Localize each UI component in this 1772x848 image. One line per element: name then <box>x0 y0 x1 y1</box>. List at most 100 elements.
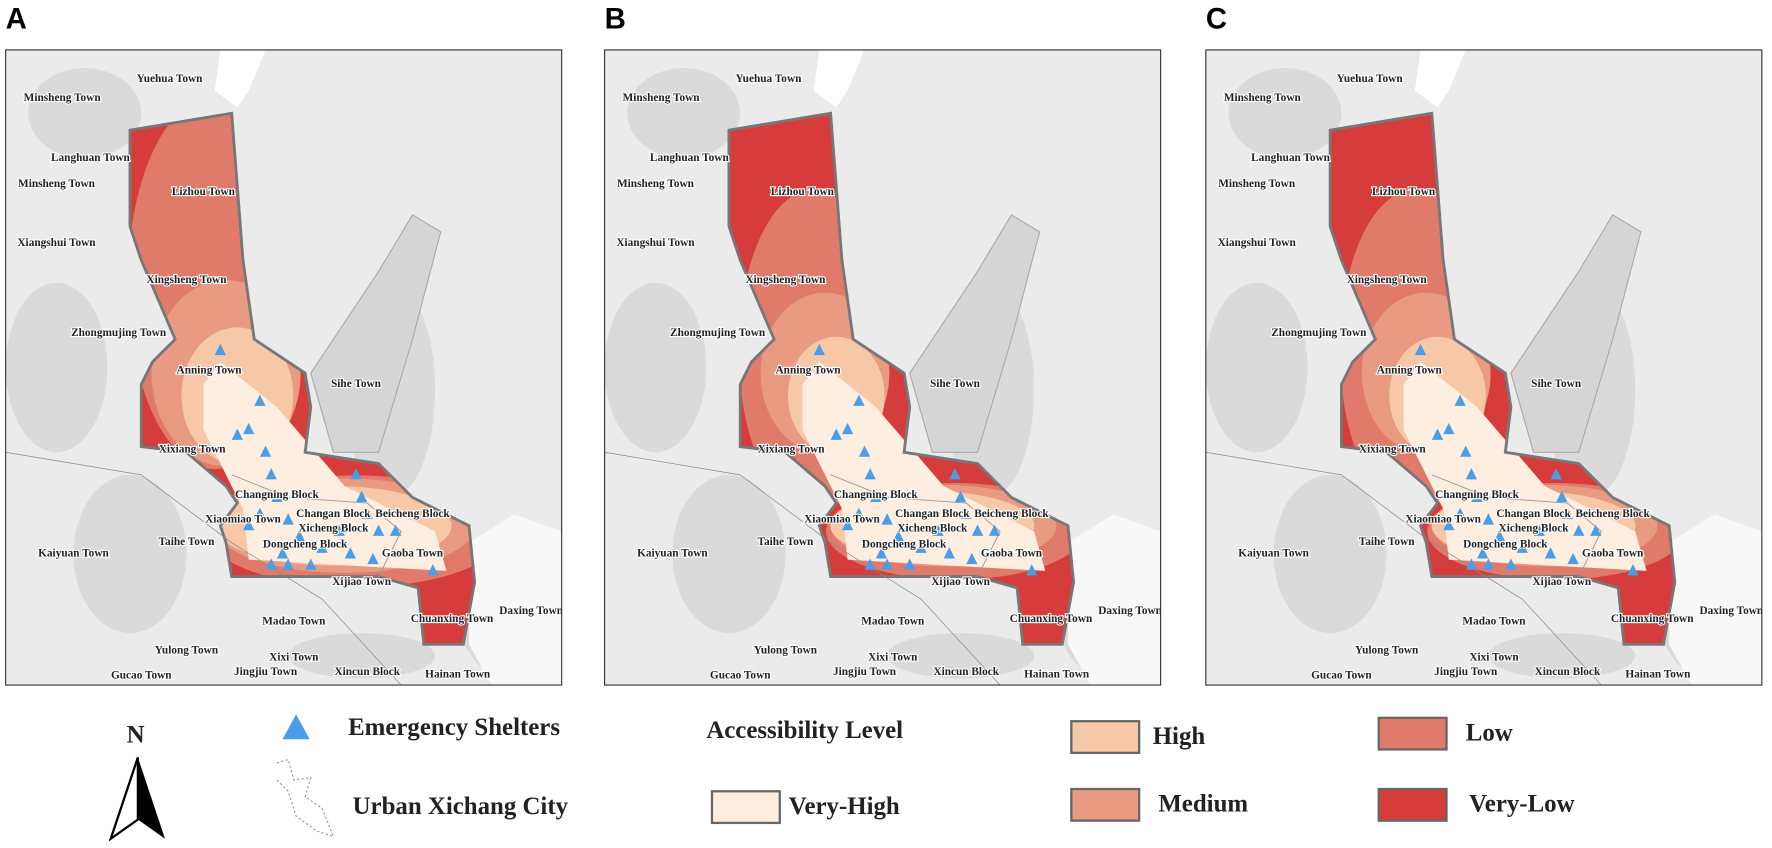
place-label: Taihe Town <box>758 536 815 548</box>
place-label: Yulong Town <box>1355 645 1419 657</box>
shelter <box>282 558 294 570</box>
place-label: Xixiang Town <box>159 444 227 456</box>
legend-level-label: Very-High <box>789 793 900 820</box>
shelter <box>305 558 317 570</box>
road <box>1205 451 1602 686</box>
white-area <box>1067 514 1161 686</box>
place-label: Changan Block <box>296 508 371 520</box>
shelter <box>389 524 402 536</box>
shelter <box>316 541 328 553</box>
hill-shade <box>1273 474 1387 634</box>
white-area <box>468 514 562 686</box>
place-label: Dongcheng Block <box>862 539 947 551</box>
shelter <box>830 428 842 440</box>
place-label: Xincun Block <box>1535 666 1601 678</box>
place-label: Xijiao Town <box>1532 576 1591 588</box>
shelter <box>214 343 227 356</box>
shelter <box>881 558 893 570</box>
place-label: Xijiao Town <box>931 576 990 588</box>
place-label: Xiaomiao Town <box>1405 514 1481 526</box>
place-label: Madao Town <box>861 615 925 627</box>
shelter <box>858 445 871 457</box>
shelter <box>265 558 277 570</box>
white-area <box>1414 49 1466 108</box>
shelter <box>372 524 385 536</box>
shelter <box>1443 518 1455 531</box>
place-label: Minsheng Town <box>1218 178 1296 190</box>
hill-shade <box>73 474 187 634</box>
place-label: Beicheng Block <box>375 508 450 520</box>
place-label: Dongcheng Block <box>263 539 348 551</box>
shelter <box>1477 547 1489 559</box>
shelter <box>841 422 854 435</box>
place-label: Hainan Town <box>425 668 491 680</box>
place-label: Xiangshui Town <box>616 237 695 249</box>
place-label: Kaiyuan Town <box>637 548 708 560</box>
shelter <box>333 524 345 536</box>
shelter <box>932 524 944 536</box>
shelter <box>1465 558 1478 570</box>
shelter <box>355 490 368 502</box>
shelter <box>870 490 882 502</box>
north-arrow-left <box>108 757 140 842</box>
shelter <box>960 507 972 519</box>
place-label: Xingsheng Town <box>146 274 227 286</box>
map-panel: B Yuehua Town Minsheng Town Langhuan Town Mi… <box>604 2 1162 686</box>
place-label: Gaoba Town <box>1582 548 1644 560</box>
place-label: Sihe Town <box>930 378 981 390</box>
place-label: Yuehua Town <box>736 73 803 85</box>
place-label: Dongcheng Block <box>1463 539 1548 551</box>
place-label: Gucao Town <box>1311 670 1372 682</box>
hill-shade <box>1205 282 1308 453</box>
place-label: Xincun Block <box>334 666 400 678</box>
shelter <box>1573 524 1585 536</box>
road <box>5 451 402 686</box>
legend-level-label: Very-Low <box>1469 791 1574 818</box>
shelter <box>892 530 905 542</box>
place-label: Zhongmujing Town <box>670 327 766 339</box>
place-label: Chuanxing Town <box>1010 613 1093 625</box>
shelter <box>881 513 893 525</box>
shelter <box>265 468 277 480</box>
shelter <box>988 524 1001 536</box>
place-label: Chuanxing Town <box>1611 613 1694 625</box>
place-label: Jingjiu Town <box>833 666 897 678</box>
shelter <box>1414 343 1427 356</box>
hill-shade <box>5 282 108 453</box>
place-label: Minsheng Town <box>623 92 701 104</box>
shelter <box>254 394 266 406</box>
shelter <box>259 445 272 457</box>
legend-swatch <box>710 790 781 825</box>
legend-swatch <box>1070 720 1141 754</box>
shelter <box>915 541 927 553</box>
place-label: Anning Town <box>776 364 842 376</box>
shelter <box>1443 422 1455 435</box>
place-label: Yuehua Town <box>137 73 204 85</box>
place-label: Xicheng Block <box>1499 523 1570 535</box>
place-label: Beicheng Block <box>1575 508 1650 520</box>
shelter <box>1516 541 1528 553</box>
place-label: Yulong Town <box>754 645 818 657</box>
place-label: Xiangshui Town <box>1218 237 1297 249</box>
shelter <box>1533 524 1545 536</box>
place-label: Langhuan Town <box>1251 152 1331 164</box>
place-label: Madao Town <box>1462 615 1526 627</box>
shelter <box>864 468 876 480</box>
shelter <box>1454 507 1466 519</box>
legend-swatch <box>1377 787 1448 822</box>
place-label: Sihe Town <box>1531 378 1582 390</box>
legend-level-label: Medium <box>1158 791 1248 818</box>
place-label: Taihe Town <box>1359 536 1416 548</box>
place-label: Xijiao Town <box>332 576 391 588</box>
mountain-ridge <box>909 214 1041 453</box>
urban-label: Urban Xichang City <box>353 793 569 820</box>
place-label: Lizhou Town <box>771 186 835 198</box>
shelter <box>1590 524 1602 536</box>
place-label: Jingjiu Town <box>1434 666 1498 678</box>
place-label: Changning Block <box>235 489 320 501</box>
shelter <box>293 530 306 542</box>
map-body: Yuehua Town Minsheng Town Langhuan Town Min… <box>1205 49 1762 686</box>
shelter <box>1550 468 1562 480</box>
shelter <box>344 547 356 559</box>
place-label: Chuanxing Town <box>411 613 494 625</box>
